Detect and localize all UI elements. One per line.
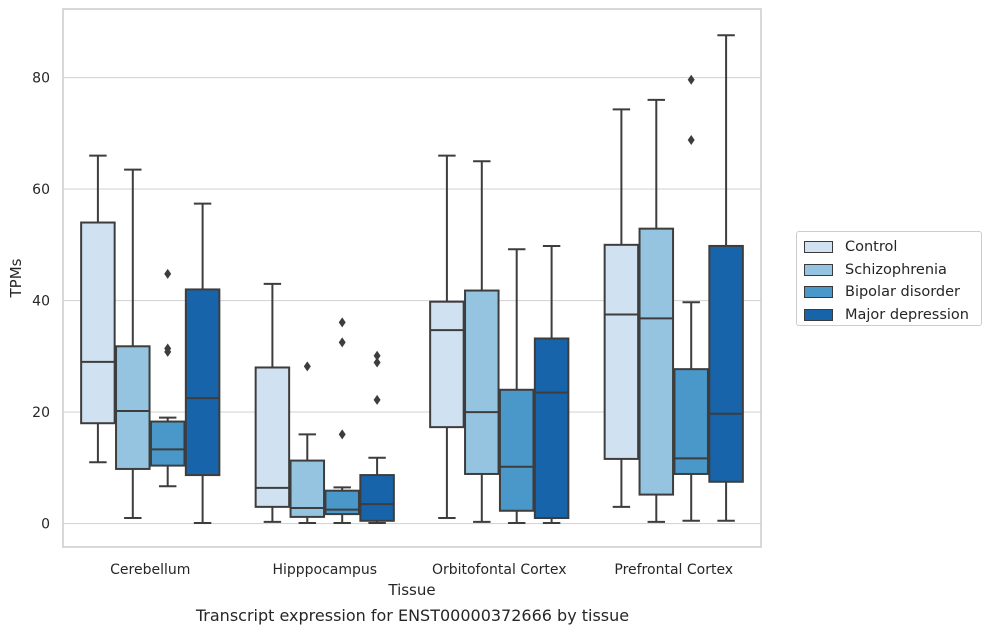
- outlier-point: [164, 268, 172, 279]
- box-group: [603, 108, 640, 508]
- x-tick-label: Orbitofontal Cortex: [432, 562, 567, 578]
- y-tick-labels: 0 20 40 60 80: [32, 71, 50, 533]
- outlier-point: [373, 350, 381, 361]
- box-group: [324, 317, 360, 525]
- outlier-point: [687, 74, 695, 85]
- box-group: [184, 202, 221, 525]
- outlier-point: [373, 394, 381, 405]
- y-tick-label: 60: [32, 182, 50, 198]
- x-tick-label: Prefrontal Cortex: [614, 562, 733, 578]
- outlier-point: [338, 337, 346, 348]
- y-axis-label: TPMs: [7, 258, 25, 298]
- plot-frame: [62, 8, 762, 548]
- box-group: [149, 268, 186, 488]
- outlier-point: [303, 361, 311, 372]
- box: [638, 227, 675, 496]
- box: [464, 289, 500, 475]
- box: [115, 345, 151, 470]
- legend: Control Schizophrenia Bipolar disorder Majo…: [796, 231, 982, 326]
- box-group: [254, 282, 291, 523]
- outlier-point: [164, 343, 172, 354]
- x-tick-labels: Cerebellum Hipppocampus Orbitofontal Corte…: [110, 562, 733, 578]
- box-group: [80, 154, 116, 464]
- outlier-point: [338, 429, 346, 440]
- box-group: [708, 34, 744, 522]
- legend-swatch: [804, 263, 833, 276]
- chart-title: Transcript expression for ENST0000037266…: [195, 606, 630, 625]
- legend-label: Control: [845, 239, 898, 256]
- box-group: [498, 248, 535, 525]
- legend-item: Control: [804, 236, 981, 259]
- box-group: [464, 160, 500, 523]
- box-elements: [80, 34, 744, 525]
- y-tick-label: 40: [32, 294, 50, 310]
- box: [533, 337, 570, 520]
- box: [149, 420, 186, 467]
- box: [498, 388, 535, 512]
- legend-swatch: [804, 286, 833, 299]
- legend-item: Bipolar disorder: [804, 281, 981, 304]
- legend-swatch: [804, 308, 833, 321]
- x-tick-label: Cerebellum: [110, 562, 190, 578]
- box: [603, 243, 640, 460]
- x-tick-label: Hipppocampus: [272, 562, 377, 578]
- box-group: [533, 244, 570, 525]
- legend-swatch: [804, 241, 833, 254]
- y-tick-label: 20: [32, 405, 50, 421]
- box: [254, 366, 291, 508]
- box: [324, 489, 360, 516]
- y-tick-label: 80: [32, 71, 50, 87]
- legend-item: Schizophrenia: [804, 259, 981, 282]
- box: [359, 474, 395, 522]
- legend-label: Bipolar disorder: [845, 284, 960, 301]
- box: [184, 288, 221, 477]
- box-group: [429, 154, 465, 520]
- box: [429, 300, 465, 429]
- box-group: [359, 350, 395, 525]
- box-group: [115, 168, 151, 520]
- y-tick-label: 0: [41, 517, 50, 533]
- outlier-point: [338, 317, 346, 328]
- outlier-point: [687, 135, 695, 146]
- legend-label: Schizophrenia: [845, 261, 947, 278]
- box-group: [638, 98, 675, 523]
- legend-label: Major depression: [845, 306, 969, 323]
- box: [673, 368, 709, 475]
- x-axis-label: Tissue: [387, 581, 435, 599]
- box: [80, 221, 116, 425]
- legend-item: Major depression: [804, 304, 981, 327]
- outlier-point: [373, 357, 381, 368]
- box-group: [289, 361, 326, 525]
- box: [708, 244, 744, 483]
- box-group: [673, 74, 709, 522]
